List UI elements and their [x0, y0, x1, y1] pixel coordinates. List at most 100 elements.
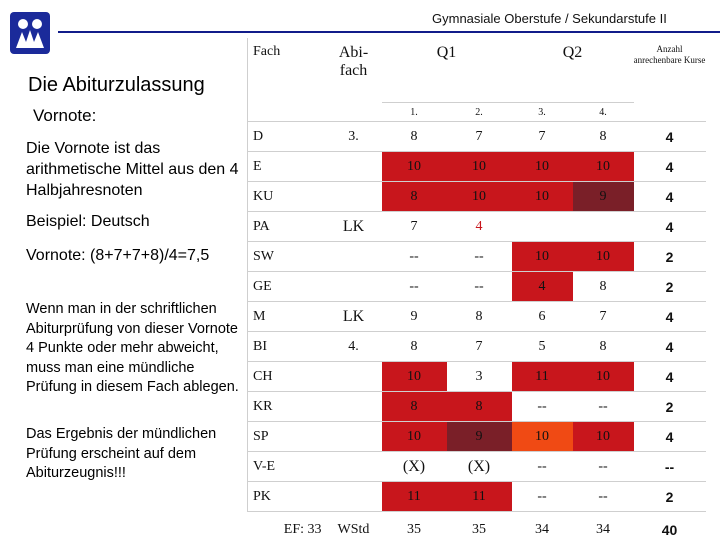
- table-row: D 3. 8 7 7 8 4: [248, 122, 706, 152]
- example-calculation: Vornote: (8+7+7+8)/4=7,5: [26, 247, 209, 265]
- count-cell: 2: [634, 392, 706, 422]
- grade-cell: 8: [447, 302, 512, 332]
- grade-cell: 8: [382, 182, 447, 212]
- count-cell: --: [634, 452, 706, 482]
- grade-cell: --: [382, 242, 447, 272]
- grade-cell: 10: [447, 152, 512, 182]
- abifach-cell: [326, 452, 382, 482]
- grade-cell: --: [382, 272, 447, 302]
- table-row: SP 10 9 10 10 4: [248, 422, 706, 452]
- abifach-cell: [326, 362, 382, 392]
- total-cell: 34: [512, 512, 573, 548]
- grade-cell: 7: [447, 122, 512, 152]
- subject-cell: M: [248, 302, 326, 332]
- grade-cell: 10: [512, 422, 573, 452]
- header-title: Gymnasiale Oberstufe / Sekundarstufe II: [432, 11, 667, 26]
- grade-cell: 8: [573, 332, 634, 362]
- header-anzahl: Anzahl anrechenbare Kurse: [634, 38, 706, 122]
- abifach-cell: LK: [326, 212, 382, 242]
- abifach-cell: [326, 272, 382, 302]
- grade-cell: 8: [382, 122, 447, 152]
- subject-cell: D: [248, 122, 326, 152]
- total-count: 40: [634, 512, 706, 548]
- table-row: GE -- -- 4 8 2: [248, 272, 706, 302]
- abifach-cell: [326, 152, 382, 182]
- abifach-cell: [326, 392, 382, 422]
- grade-cell: 11: [447, 482, 512, 512]
- grade-cell: --: [512, 452, 573, 482]
- grade-cell: 4: [512, 272, 573, 302]
- oral-exam-result-note: Das Ergebnis der mündlichen Prüfung ersc…: [26, 425, 248, 484]
- header-q2: Q2: [512, 38, 634, 103]
- vornote-label: Vornote:: [33, 106, 96, 126]
- subject-cell: KU: [248, 182, 326, 212]
- table-row: PK 11 11 -- -- 2: [248, 482, 706, 512]
- grade-cell: --: [447, 272, 512, 302]
- grade-cell: 6: [512, 302, 573, 332]
- count-cell: 4: [634, 152, 706, 182]
- example-label: Beispiel: Deutsch: [26, 213, 150, 231]
- subject-cell: PK: [248, 482, 326, 512]
- count-cell: 4: [634, 362, 706, 392]
- subject-cell: CH: [248, 362, 326, 392]
- grade-cell: --: [573, 392, 634, 422]
- subject-cell: V-E: [248, 452, 326, 482]
- header-fach: Fach: [248, 38, 326, 122]
- oral-exam-rule: Wenn man in der schriftlichen Abiturprüf…: [26, 300, 248, 398]
- table-row: M LK 9 8 6 7 4: [248, 302, 706, 332]
- grade-cell: --: [573, 452, 634, 482]
- abifach-cell: [326, 422, 382, 452]
- header-abifach: Abi-fach: [326, 38, 382, 122]
- header-sem-4: 4.: [573, 103, 634, 122]
- count-cell: 4: [634, 182, 706, 212]
- ef-total: EF: 33: [248, 512, 326, 548]
- count-cell: 4: [634, 212, 706, 242]
- grade-cell: 10: [573, 422, 634, 452]
- table-row: V-E (X) (X) -- -- --: [248, 452, 706, 482]
- grade-cell: [512, 212, 573, 242]
- grade-cell: 4: [447, 212, 512, 242]
- subject-cell: E: [248, 152, 326, 182]
- grade-cell: 10: [447, 182, 512, 212]
- abifach-cell: [326, 182, 382, 212]
- header-sem-1: 1.: [382, 103, 447, 122]
- grade-cell: 8: [382, 392, 447, 422]
- total-cell: 35: [447, 512, 512, 548]
- school-logo-icon: [10, 12, 50, 54]
- grade-cell: 11: [382, 482, 447, 512]
- header-divider: [58, 31, 720, 33]
- grade-cell: 10: [573, 242, 634, 272]
- grade-cell: --: [512, 392, 573, 422]
- count-cell: 4: [634, 122, 706, 152]
- table-row: CH 10 3 11 10 4: [248, 362, 706, 392]
- subject-cell: BI: [248, 332, 326, 362]
- grade-cell: --: [447, 242, 512, 272]
- page-title: Die Abiturzulassung: [28, 74, 205, 97]
- count-cell: 4: [634, 332, 706, 362]
- grade-cell: [573, 212, 634, 242]
- count-cell: 2: [634, 482, 706, 512]
- table-row: PA LK 7 4 4: [248, 212, 706, 242]
- grade-cell: 9: [573, 182, 634, 212]
- wstd-label: WStd: [326, 512, 382, 548]
- table-row: BI 4. 8 7 5 8 4: [248, 332, 706, 362]
- subject-cell: GE: [248, 272, 326, 302]
- grade-cell: 9: [447, 422, 512, 452]
- header-sem-3: 3.: [512, 103, 573, 122]
- grade-cell: 3: [447, 362, 512, 392]
- grade-cell: 8: [447, 392, 512, 422]
- table-row: KR 8 8 -- -- 2: [248, 392, 706, 422]
- grade-cell: 8: [573, 122, 634, 152]
- subject-cell: KR: [248, 392, 326, 422]
- totals-row: EF: 33 WStd 35 35 34 34 40: [248, 512, 706, 548]
- total-cell: 34: [573, 512, 634, 548]
- count-cell: 2: [634, 242, 706, 272]
- grade-cell: 7: [512, 122, 573, 152]
- grade-cell: 7: [382, 212, 447, 242]
- grade-cell: 10: [512, 182, 573, 212]
- table-row: KU 8 10 10 9 4: [248, 182, 706, 212]
- abifach-cell: 3.: [326, 122, 382, 152]
- table-row: SW -- -- 10 10 2: [248, 242, 706, 272]
- grade-cell: 11: [512, 362, 573, 392]
- table-row: E 10 10 10 10 4: [248, 152, 706, 182]
